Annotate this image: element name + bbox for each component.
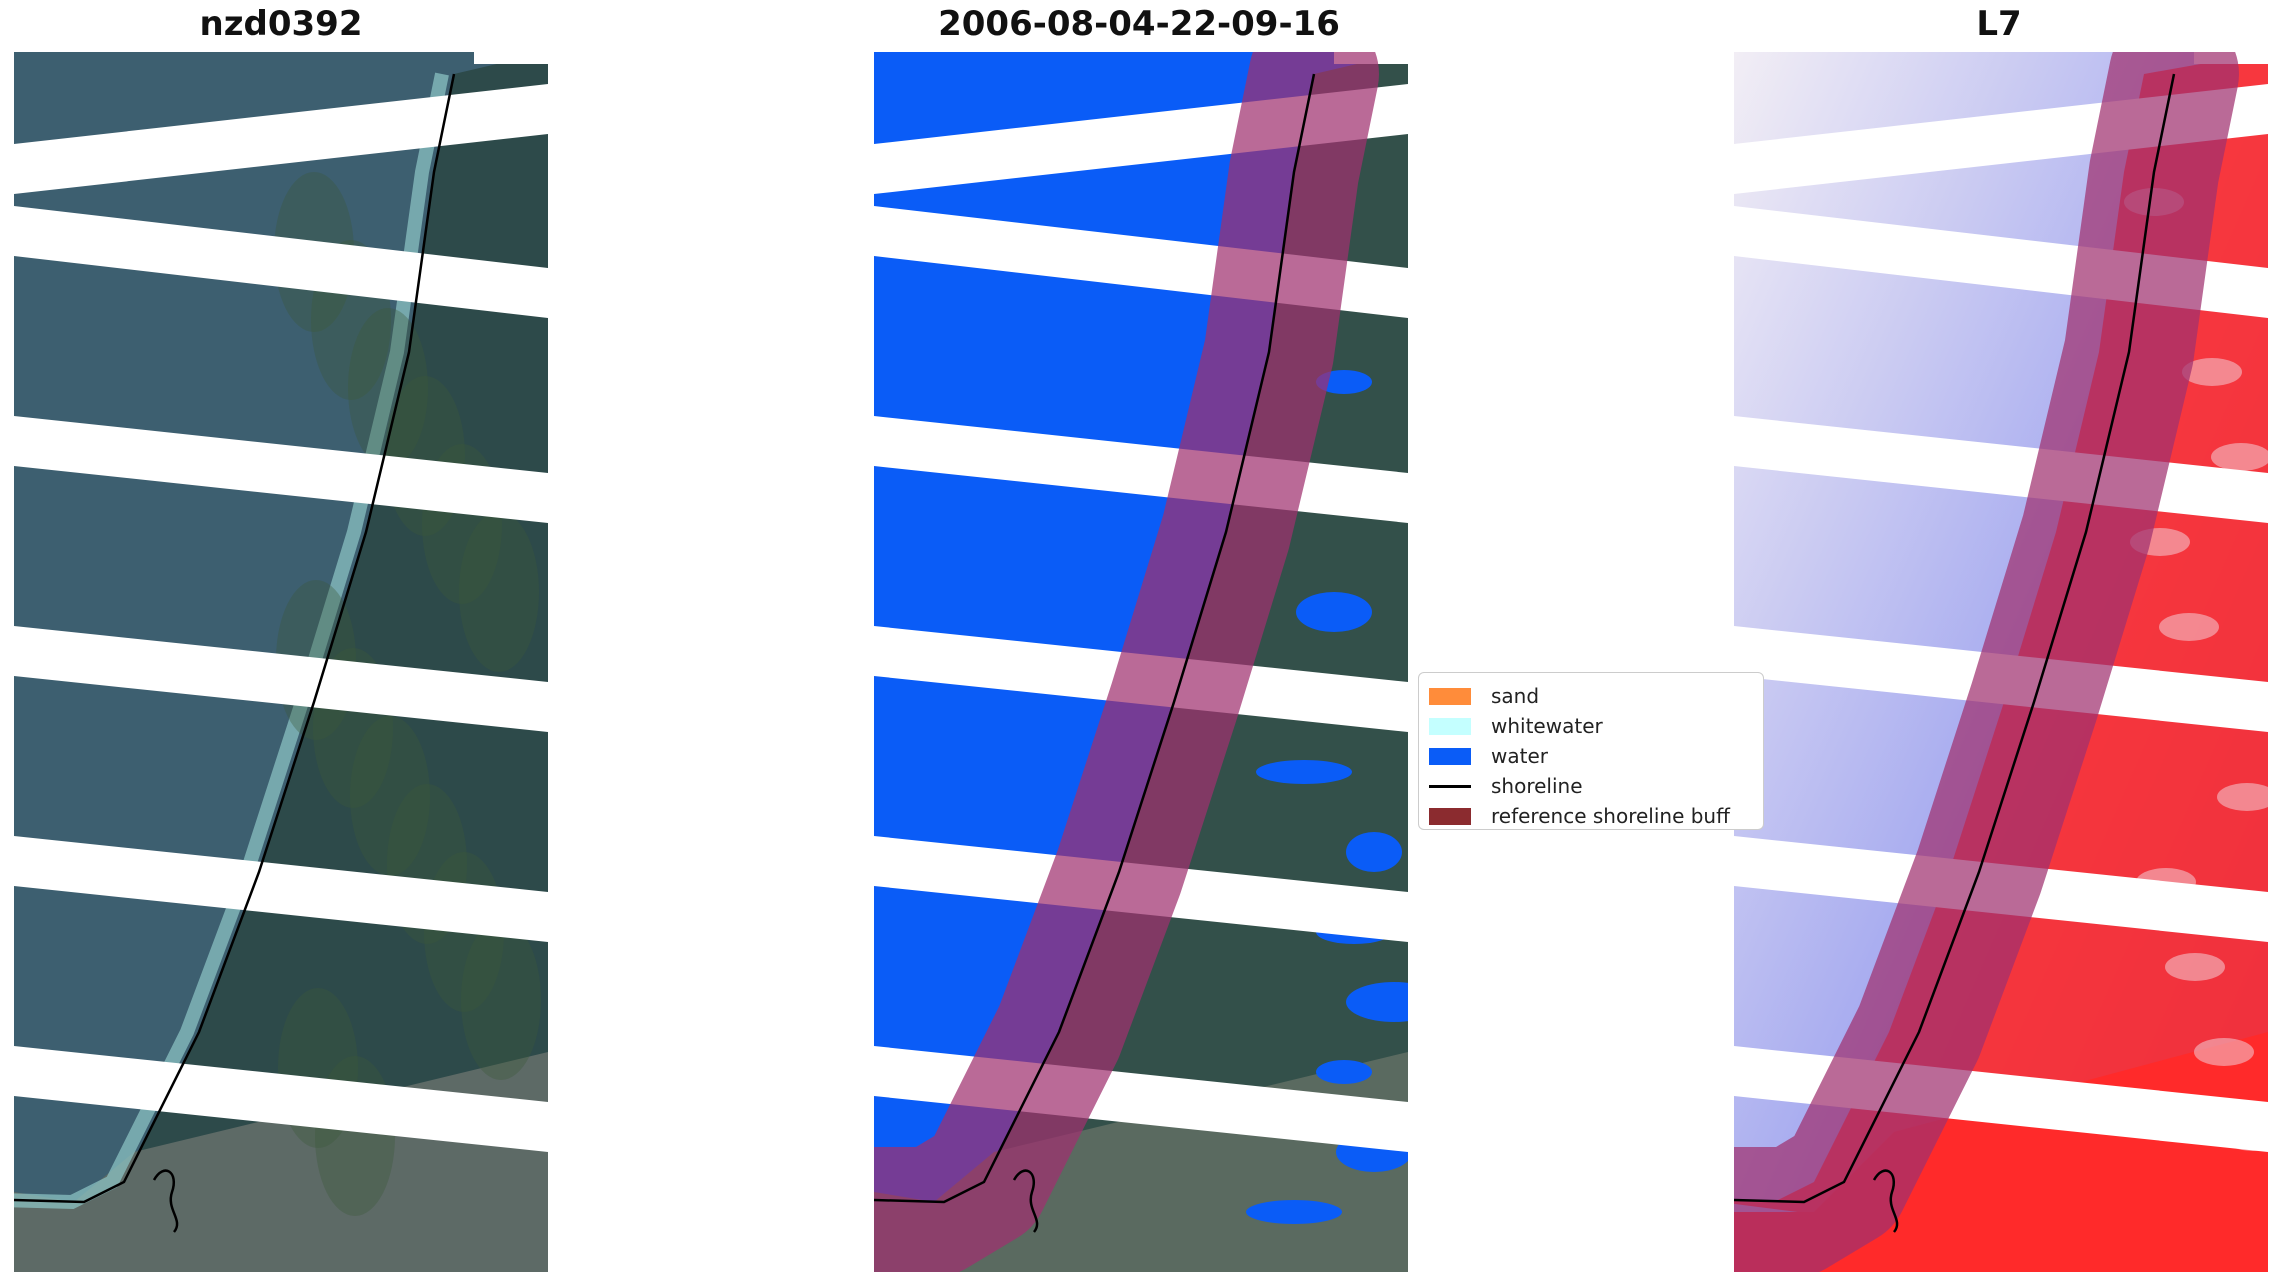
image-gap-stripe: [14, 84, 548, 194]
shoreline-line: [874, 73, 1316, 1204]
water-class-patch: [1256, 760, 1352, 784]
water-class-patch: [1246, 1200, 1342, 1224]
rgb-image-panel: [14, 52, 548, 1272]
image-gap-stripe: [14, 836, 548, 942]
image-gap-stripe: [14, 626, 548, 732]
legend: sand whitewater water shoreline referenc…: [1418, 672, 1764, 830]
legend-swatch-reference-buffer: [1429, 807, 1471, 825]
image-gap-stripe: [14, 416, 548, 523]
index-texture-patch: [2194, 1038, 2254, 1066]
vegetation-patch: [348, 308, 428, 468]
legend-item-shoreline: shoreline: [1429, 772, 1583, 800]
panel-title-classified: 2006-08-04-22-09-16: [938, 4, 1340, 44]
legend-label: water: [1491, 744, 1548, 768]
water-class-patch: [1346, 832, 1402, 872]
water-class-patch: [1296, 592, 1372, 632]
index-texture-patch: [2165, 953, 2225, 981]
image-gap-stripe: [14, 206, 548, 318]
vegetation-patch: [461, 920, 541, 1080]
legend-item-water: water: [1429, 742, 1548, 770]
index-image-panel: [1734, 52, 2268, 1272]
vegetation-patch: [350, 716, 430, 876]
water-class-patch: [1346, 982, 1408, 1022]
classified-image-panel: [874, 52, 1408, 1272]
water-class-patch: [1316, 1060, 1372, 1084]
land-area: [14, 52, 548, 1272]
index-texture-patch: [2217, 783, 2268, 811]
legend-item-reference-buffer: reference shoreline buff: [1429, 802, 1730, 829]
vegetation-patch: [459, 512, 539, 672]
panel-title-rgb: nzd0392: [199, 4, 363, 44]
legend-swatch-shoreline: [1429, 784, 1471, 788]
panel-title-index: L7: [1976, 4, 2022, 44]
index-texture-patch: [2182, 358, 2242, 386]
shoreline-line: [1872, 1169, 1899, 1233]
legend-label: shoreline: [1491, 774, 1583, 798]
legend-label: reference shoreline buff: [1491, 804, 1730, 828]
shoreline-line: [1734, 73, 2176, 1204]
index-texture-patch: [2159, 613, 2219, 641]
shoreline-line: [1012, 1169, 1039, 1233]
legend-item-whitewater: whitewater: [1429, 712, 1603, 740]
index-texture-patch: [2211, 443, 2268, 471]
image-gap-stripe: [14, 52, 548, 64]
legend-label: sand: [1491, 684, 1540, 708]
legend-swatch-sand: [1429, 687, 1471, 705]
shoreline-line: [152, 1169, 179, 1233]
shoreline-line: [14, 73, 456, 1204]
image-gap-stripe: [14, 1046, 548, 1152]
legend-swatch-water: [1429, 747, 1471, 765]
legend-item-sand: sand: [1429, 682, 1539, 710]
legend-swatch-whitewater: [1429, 717, 1471, 735]
legend-label: whitewater: [1491, 714, 1603, 738]
